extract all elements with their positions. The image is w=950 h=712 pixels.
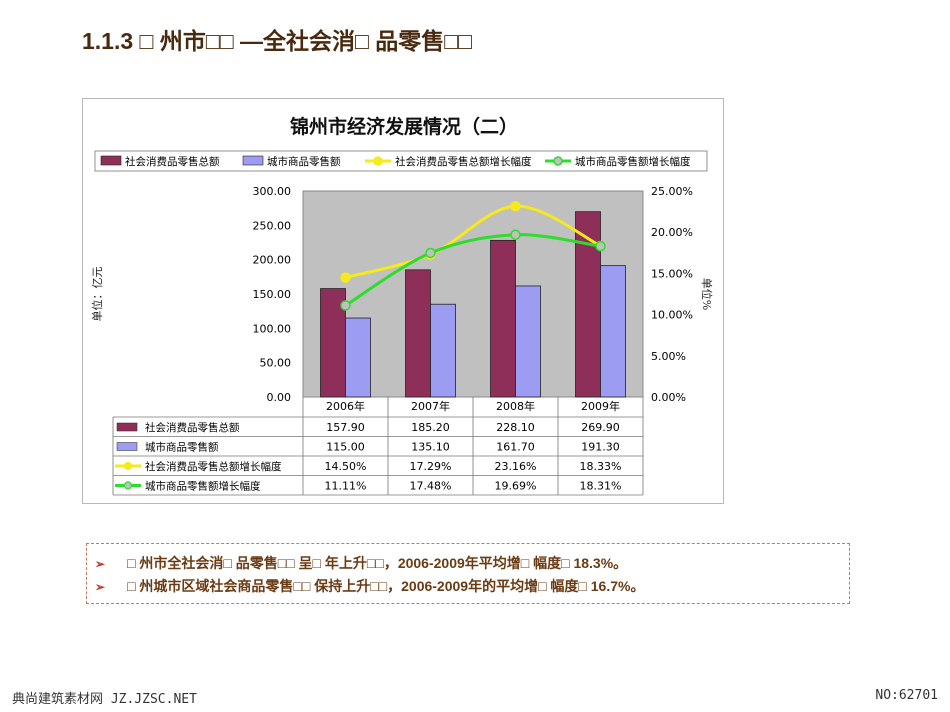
data-label-3-2008年: 23.16%: [495, 460, 537, 473]
legend-marker-3: [373, 156, 383, 166]
bar-1-2007年: [405, 269, 431, 398]
line-2-point-2007年: [425, 247, 436, 259]
data-label-1-2009年: 269.90: [581, 421, 620, 434]
y-tick-label: 200.00: [253, 254, 292, 267]
y2-axis-label: 单位%: [700, 278, 714, 310]
notes-box: ➢ □ 州市全社会消□ 品零售□□ 呈□ 年上升□□，2006-2009年平均增□…: [86, 543, 850, 604]
y2-tick-label: 10.00%: [651, 309, 693, 322]
chart-panel: 锦州市经济发展情况（二） 0.00 50.00 100.00 150.00 200.00…: [82, 98, 724, 504]
y2-tick-label: 25.00%: [651, 185, 693, 198]
data-label-2-2008年: 161.70: [496, 441, 535, 454]
chart-svg: 0.00 50.00 100.00 150.00 200.00 250.00 300.00 0…: [90, 150, 714, 496]
y2-tick-label: 20.00%: [651, 226, 693, 239]
bar-2-2009年: [600, 265, 626, 398]
y2-tick-label: 0.00%: [651, 391, 686, 404]
bullet-arrow-icon: ➢: [95, 557, 106, 571]
note-2: ➢ □ 州城市区域社会商品零售□□ 保持上升□□，2006-2009年的平均增□ …: [95, 576, 644, 596]
table-key-marker-3: [123, 461, 133, 471]
data-label-4-2008年: 19.69%: [495, 480, 537, 493]
data-label-1-2006年: 157.90: [326, 421, 365, 434]
bullet-arrow-icon: ➢: [95, 580, 106, 594]
data-label-2-2009年: 191.30: [581, 441, 620, 454]
y-tick-label: 300.00: [253, 185, 292, 198]
bar-2-2007年: [430, 303, 456, 398]
data-label-1-2008年: 228.10: [496, 421, 535, 434]
legend-swatch-1: [100, 155, 122, 166]
line-series-1: [345, 204, 602, 279]
line-series-2: [344, 233, 601, 307]
legend-label-4: 城市商品零售额增长幅度: [575, 155, 691, 168]
category-label: 2008年: [496, 399, 535, 413]
line-2-point-2006年: [340, 300, 351, 311]
table-key-1: [116, 422, 138, 432]
data-label-1-2007年: 185.20: [411, 421, 450, 434]
line-2-point-2009年: [595, 240, 606, 252]
table-row-label-4: 城市商品零售额增长幅度: [145, 480, 261, 493]
legend-frame: [94, 150, 708, 172]
data-label-2-2007年: 135.10: [411, 441, 450, 454]
y-tick-label: 100.00: [253, 322, 292, 335]
bar-2-2006年: [345, 317, 371, 398]
y2-tick-label: 5.00%: [651, 350, 686, 363]
line-1-point-2008年: [510, 200, 521, 212]
legend-label-2: 城市商品零售额: [267, 155, 341, 168]
legend-swatch-2: [242, 155, 264, 166]
table-row-label-3: 社会消费品零售总额增长幅度: [145, 460, 282, 473]
page-heading: 1.1.3 □ 州市□□ —全社会消□ 品零售□□: [82, 28, 473, 54]
y-tick-label: 50.00: [260, 357, 292, 370]
chart-title: 锦州市经济发展情况（二）: [289, 116, 518, 138]
data-label-3-2006年: 14.50%: [325, 460, 367, 473]
watermark-number: NO:62701: [875, 688, 938, 703]
data-label-2-2006年: 115.00: [326, 441, 365, 454]
data-label-4-2006年: 11.11%: [325, 480, 367, 493]
table-key-2: [116, 442, 138, 451]
note-1-text: □ 州市全社会消□ 品零售□□ 呈□ 年上升□□，2006-2009年平均增□ …: [127, 555, 628, 571]
legend-label-3: 社会消费品零售总额增长幅度: [395, 155, 532, 168]
table-row-label-2: 城市商品零售额: [145, 441, 219, 454]
y-tick-label: 250.00: [253, 219, 292, 232]
y-tick-label: 150.00: [253, 288, 292, 301]
bar-2-2008年: [515, 285, 541, 398]
y-tick-label: 0.00: [267, 391, 292, 404]
category-label: 2007年: [411, 399, 450, 413]
table-row-label-1: 社会消费品零售总额: [145, 421, 240, 434]
data-label-4-2007年: 17.48%: [410, 480, 452, 493]
line-1-point-2006年: [340, 272, 351, 283]
y2-tick-label: 15.00%: [651, 267, 693, 280]
legend-marker-4: [553, 156, 563, 166]
line-2-point-2008年: [510, 229, 521, 241]
legend-label-1: 社会消费品零售总额: [125, 155, 220, 168]
category-label: 2009年: [581, 399, 620, 413]
data-label-4-2009年: 18.31%: [580, 480, 622, 493]
bar-1-2008年: [490, 239, 516, 398]
category-label: 2006年: [326, 399, 365, 413]
note-1: ➢ □ 州市全社会消□ 品零售□□ 呈□ 年上升□□，2006-2009年平均增□…: [95, 553, 627, 573]
note-2-text: □ 州城市区域社会商品零售□□ 保持上升□□，2006-2009年的平均增□ 幅…: [127, 578, 645, 594]
y-axis-label: 单位：亿元: [90, 267, 104, 322]
data-label-3-2007年: 17.29%: [410, 460, 452, 473]
data-label-3-2009年: 18.33%: [580, 460, 622, 473]
table-key-marker-4: [123, 481, 133, 490]
watermark-site: 典尚建筑素材网 JZ.JZSC.NET: [12, 692, 197, 707]
